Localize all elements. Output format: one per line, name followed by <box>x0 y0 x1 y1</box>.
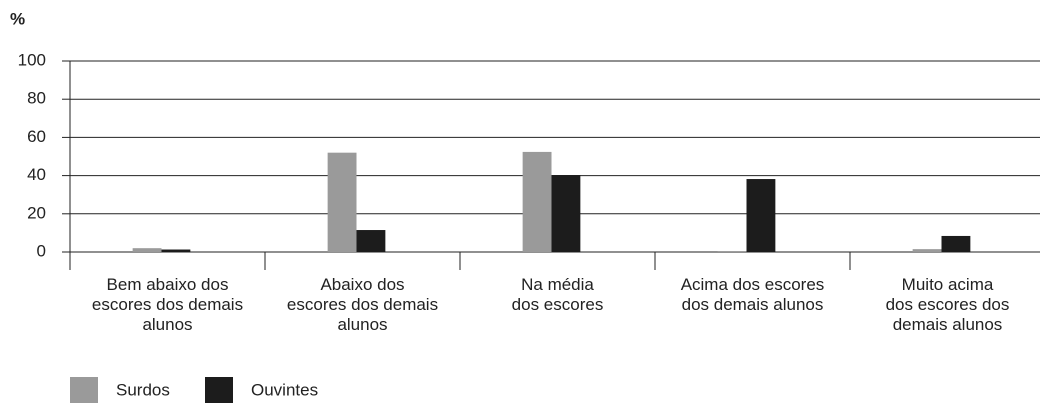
legend-swatch <box>70 377 98 403</box>
y-tick-label: 100 <box>18 50 46 69</box>
bar <box>717 251 747 252</box>
x-tick-label: Muito acima dos escores dos demais aluno… <box>885 275 1010 334</box>
bar <box>161 249 191 252</box>
bar <box>327 152 357 252</box>
legend-label: Surdos <box>116 380 170 399</box>
bar <box>912 249 942 252</box>
legend-swatch <box>205 377 233 403</box>
y-axis-label: % <box>10 9 25 28</box>
x-tick-label: Acima dos escores dos demais alunos <box>680 275 825 314</box>
bar <box>941 235 971 252</box>
y-tick-label: 60 <box>27 127 46 146</box>
bar <box>522 151 552 252</box>
x-tick-label: Bem abaixo dos escores dos demais alunos <box>91 275 244 334</box>
bar <box>356 230 386 252</box>
bar <box>132 248 162 252</box>
y-tick-label: 40 <box>27 165 46 184</box>
y-tick-label: 20 <box>27 203 46 222</box>
bar <box>551 175 581 252</box>
x-tick-label: Na média dos escores <box>511 275 604 314</box>
y-tick-label: 80 <box>27 89 46 108</box>
bar <box>746 179 776 252</box>
x-tick-label: Abaixo dos escores dos demais alunos <box>286 275 439 334</box>
y-tick-label: 0 <box>37 241 46 260</box>
legend-label: Ouvintes <box>251 380 318 399</box>
